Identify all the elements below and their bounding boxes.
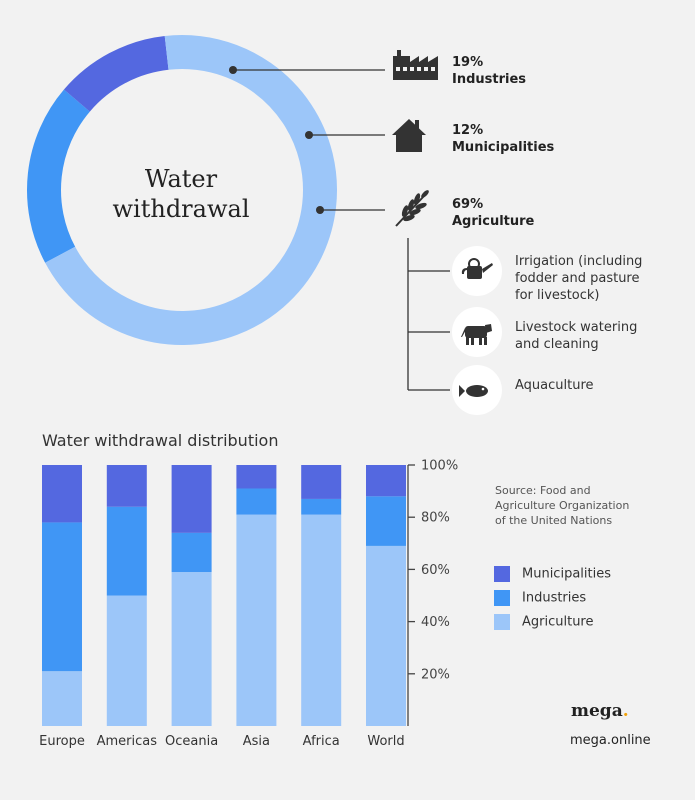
segment-label-agriculture: 69% Agriculture	[452, 196, 534, 230]
legend-industries: Industries	[494, 590, 586, 608]
bar-americas-industries	[106, 506, 147, 596]
wheat-icon	[395, 190, 429, 227]
donut-segment-municipalities	[63, 35, 169, 112]
bars	[42, 465, 406, 726]
donut-title: Water withdrawal	[106, 164, 256, 224]
bar-asia-municipalities	[236, 465, 277, 489]
legend-label-agriculture: Agriculture	[522, 614, 594, 630]
livestock-icon-circle	[452, 307, 502, 357]
irrigation-line-3: for livestock)	[515, 288, 600, 303]
donut-segment-agriculture	[45, 35, 337, 345]
fish-icon	[459, 385, 488, 397]
y-tick-label-40: 40%	[421, 615, 450, 630]
bar-chart-title: Water withdrawal distribution	[42, 431, 279, 450]
bar-world-industries	[366, 496, 406, 546]
livestock-text: Livestock watering and cleaning	[515, 319, 637, 353]
y-tick-label-20: 20%	[421, 667, 450, 682]
segment-label-municipalities: 12% Municipalities	[452, 122, 554, 156]
source-line-3: of the United Nations	[495, 514, 613, 527]
bar-americas-agriculture	[106, 595, 147, 726]
legend-label-industries: Industries	[522, 590, 587, 606]
bar-oceania-agriculture	[171, 572, 212, 726]
aquaculture-text: Aquaculture	[515, 377, 594, 394]
legend-swatch-agriculture	[494, 614, 510, 630]
bar-africa-agriculture	[301, 514, 342, 726]
livestock-line-1: Livestock watering	[515, 320, 638, 335]
bar-americas-municipalities	[106, 465, 147, 507]
bar-africa-industries	[301, 498, 342, 515]
mega-logo-dot: .	[622, 701, 629, 721]
dot-agriculture	[316, 206, 324, 214]
donut-title-line2: withdrawal	[112, 195, 250, 223]
source-note: Source: Food and Agriculture Organizatio…	[495, 483, 665, 528]
bar-world-municipalities	[366, 465, 406, 497]
bar-europe-municipalities	[42, 465, 82, 523]
bar-oceania-municipalities	[171, 465, 212, 533]
mega-logo-text: mega	[571, 701, 623, 721]
y-tick-label-80: 80%	[421, 511, 450, 526]
cow-icon	[461, 324, 492, 345]
category-label-asia: Asia	[242, 734, 271, 749]
category-label-africa: Africa	[302, 734, 340, 749]
dot-industries	[229, 66, 237, 74]
legend-label-municipalities: Municipalities	[522, 566, 611, 582]
aquaculture-line-1: Aquaculture	[515, 378, 594, 393]
bar-europe-industries	[42, 522, 82, 672]
category-label-americas: Americas	[96, 734, 157, 749]
aquaculture-icon-circle	[452, 365, 502, 415]
category-label-europe: Europe	[39, 734, 85, 749]
source-line-1: Source: Food and	[495, 484, 591, 497]
legend-swatch-industries	[494, 590, 510, 606]
source-line-2: Agriculture Organization	[495, 499, 630, 512]
brand-website: mega.online	[570, 733, 651, 748]
bar-asia-industries	[236, 488, 277, 515]
donut-title-line1: Water	[144, 165, 218, 193]
mega-logo: mega.	[571, 701, 629, 721]
legend-municipalities: Municipalities	[494, 566, 611, 584]
industries-percent: 19%	[452, 55, 484, 70]
agriculture-percent: 69%	[452, 197, 484, 212]
irrigation-icon-circle	[452, 246, 502, 296]
irrigation-line-1: Irrigation (including	[515, 254, 643, 269]
legend-agriculture: Agriculture	[494, 614, 594, 632]
watering-can-icon	[461, 258, 493, 279]
y-ticks: 20% 40% 60% 80% 100%	[408, 459, 458, 682]
bar-europe-agriculture	[42, 671, 82, 726]
bar-asia-agriculture	[236, 514, 277, 726]
legend-swatch-municipalities	[494, 566, 510, 582]
irrigation-text: Irrigation (including fodder and pasture…	[515, 253, 642, 304]
bar-world-agriculture	[366, 545, 406, 726]
category-label-world: World	[367, 734, 405, 749]
municipalities-percent: 12%	[452, 123, 484, 138]
bar-oceania-industries	[171, 532, 212, 573]
livestock-line-2: and cleaning	[515, 337, 599, 352]
house-icon	[392, 119, 426, 152]
y-tick-label-60: 60%	[421, 563, 450, 578]
dot-municipalities	[305, 131, 313, 139]
connector-lines	[233, 69, 450, 391]
bar-africa-municipalities	[301, 465, 342, 499]
stacked-bar-chart: 20% 40% 60% 80% 100%	[42, 459, 458, 726]
municipalities-label: Municipalities	[452, 140, 555, 155]
donut-chart	[27, 35, 450, 391]
donut-segments	[27, 35, 337, 345]
segment-label-industries: 19% Industries	[452, 54, 526, 88]
industries-label: Industries	[452, 72, 527, 87]
agriculture-label: Agriculture	[452, 214, 535, 229]
y-tick-label-100: 100%	[421, 459, 458, 474]
category-label-oceania: Oceania	[165, 734, 219, 749]
donut-segment-industries	[27, 89, 91, 263]
irrigation-line-2: fodder and pasture	[515, 271, 640, 286]
factory-icon	[393, 50, 438, 80]
